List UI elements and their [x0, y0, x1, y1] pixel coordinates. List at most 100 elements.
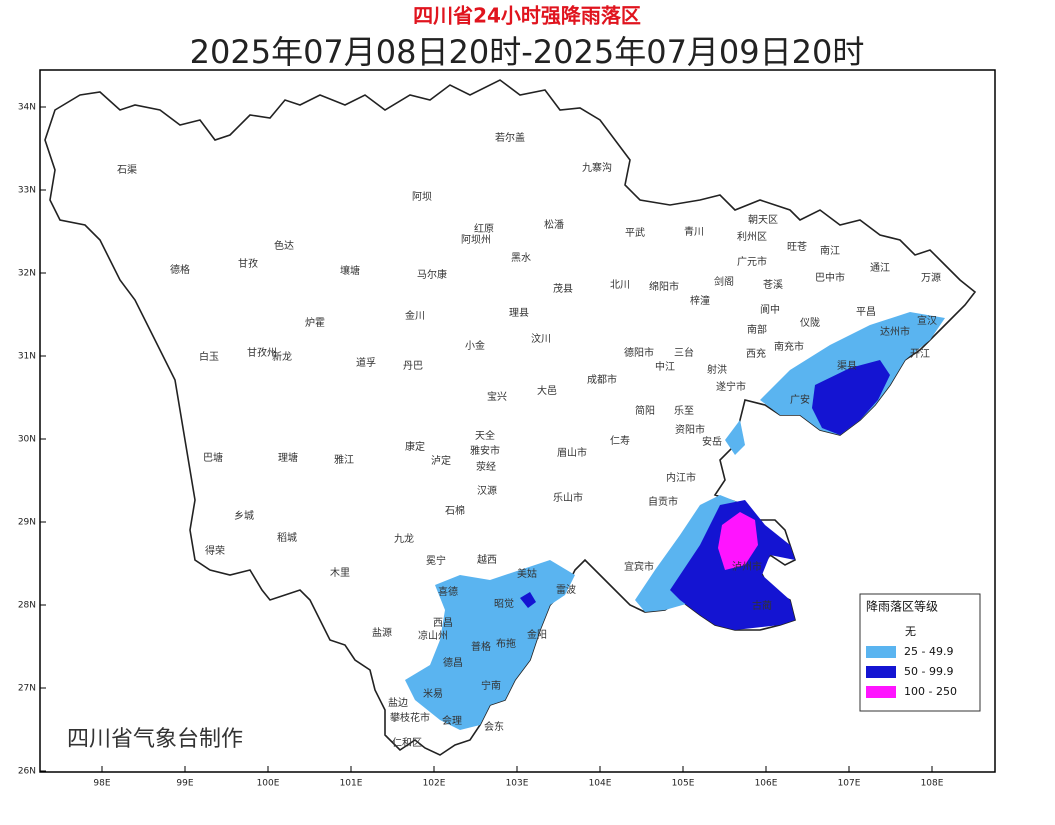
place-label: 会理: [442, 714, 462, 727]
place-label: 雅安市: [470, 444, 500, 457]
place-label: 阆中: [760, 303, 780, 316]
legend-label: 25 - 49.9: [904, 645, 953, 658]
place-label: 德阳市: [624, 346, 654, 359]
lon-tick-label: 100E: [257, 779, 280, 789]
lat-tick-label: 29N: [18, 518, 36, 528]
legend-title: 降雨落区等级: [866, 600, 938, 614]
place-label: 稻城: [277, 532, 297, 544]
place-label: 石渠: [117, 164, 137, 176]
place-label: 遂宁市: [716, 380, 746, 393]
place-label: 德昌: [443, 656, 463, 669]
legend-swatch: [866, 646, 896, 658]
place-label: 理县: [509, 307, 529, 319]
place-label: 成都市: [587, 373, 617, 386]
lon-tick-label: 105E: [672, 779, 695, 789]
place-label: 会东: [484, 720, 504, 733]
place-label: 甘孜州: [247, 346, 277, 359]
lat-tick-label: 26N: [18, 767, 36, 777]
place-label: 普格: [471, 640, 491, 653]
place-label: 昭觉: [494, 598, 514, 610]
place-label: 达州市: [880, 325, 910, 338]
place-label: 南充市: [774, 340, 804, 353]
place-label: 汶川: [531, 332, 551, 345]
place-label: 射洪: [707, 364, 727, 376]
place-label: 荥经: [476, 460, 496, 473]
place-label: 青川: [684, 225, 704, 238]
place-label: 仪陇: [800, 316, 820, 329]
place-label: 宣汉: [917, 314, 937, 327]
place-label: 宜宾市: [624, 560, 654, 573]
place-label: 德格: [170, 263, 190, 276]
place-label: 得荣: [205, 545, 225, 557]
place-label: 金阳: [527, 628, 547, 641]
place-label: 广安: [790, 393, 810, 406]
place-label: 黑水: [511, 252, 531, 264]
place-label: 宁南: [481, 679, 501, 692]
place-label: 九寨沟: [582, 161, 612, 174]
place-label: 剑阁: [714, 275, 734, 288]
place-label: 康定: [405, 440, 425, 453]
place-label: 三台: [674, 346, 694, 359]
rain-areas: [405, 312, 945, 730]
place-label: 简阳: [635, 404, 655, 417]
place-label: 白玉: [199, 350, 219, 363]
place-label: 泸定: [431, 454, 451, 467]
place-label: 开江: [910, 348, 930, 360]
place-label: 乐至: [674, 405, 694, 417]
credit: 四川省气象台制作: [67, 727, 243, 752]
lat-tick-label: 30N: [18, 435, 36, 445]
legend-label: 无: [905, 625, 916, 638]
lat-tick-label: 27N: [18, 684, 36, 694]
legend: 降雨落区等级 无 25 - 49.9 50 - 99.9 100 - 250: [859, 593, 981, 712]
legend-label: 50 - 99.9: [904, 665, 953, 678]
place-label: 盐边: [388, 696, 408, 709]
place-label: 木里: [330, 567, 350, 579]
place-label: 宝兴: [487, 390, 507, 403]
place-label: 广元市: [737, 255, 767, 268]
place-label: 通江: [870, 262, 890, 274]
title: 四川省24小时强降雨落区: [413, 4, 641, 28]
place-label: 天全: [475, 429, 495, 442]
place-label: 茂县: [553, 282, 573, 295]
place-label: 松潘: [544, 218, 564, 231]
place-label: 大邑: [537, 384, 557, 397]
place-label: 美姑: [517, 567, 537, 580]
place-label: 布拖: [496, 637, 516, 650]
lon-tick-label: 98E: [93, 779, 110, 789]
place-label: 内江市: [666, 471, 696, 484]
place-label: 甘孜: [238, 257, 258, 270]
place-label: 道孚: [356, 356, 376, 369]
place-label: 南部: [747, 323, 767, 336]
place-label: 冕宁: [426, 554, 446, 567]
place-label: 南江: [820, 244, 840, 257]
place-label: 万源: [921, 271, 941, 284]
place-label: 苍溪: [763, 278, 783, 291]
place-label: 新龙: [272, 350, 292, 363]
place-label: 阿坝: [412, 191, 432, 203]
place-label: 中江: [655, 360, 675, 373]
place-label: 越西: [477, 553, 497, 566]
lon-tick-label: 103E: [506, 779, 529, 789]
subtitle: 2025年07月08日20时-2025年07月09日20时: [190, 33, 865, 71]
lon-tick-label: 99E: [176, 779, 193, 789]
lat-tick-label: 31N: [18, 352, 36, 362]
place-label: 攀枝花市: [390, 711, 430, 724]
place-label: 泸州市: [732, 560, 762, 573]
place-label: 若尔盖: [495, 131, 525, 144]
place-label: 绵阳市: [649, 280, 679, 293]
place-label: 朝天区: [748, 214, 778, 226]
place-label: 雷波: [556, 583, 576, 596]
place-label: 北川: [610, 279, 630, 291]
lon-tick-label: 104E: [589, 779, 612, 789]
place-label: 红原: [474, 222, 494, 235]
place-label: 凉山州: [418, 629, 448, 642]
place-label: 马尔康: [417, 268, 447, 281]
place-label: 壤塘: [340, 264, 360, 277]
legend-swatch: [866, 686, 896, 698]
lon-tick-label: 106E: [755, 779, 778, 789]
place-label: 资阳市: [675, 423, 705, 436]
place-label: 炉霍: [305, 317, 325, 329]
axis-ticks: 34N 33N 32N 31N 30N 29N 28N 27N 26N 98E 99E 100E 101…: [18, 103, 944, 789]
place-label: 盐源: [372, 626, 392, 639]
place-label: 古蔺: [752, 599, 772, 612]
